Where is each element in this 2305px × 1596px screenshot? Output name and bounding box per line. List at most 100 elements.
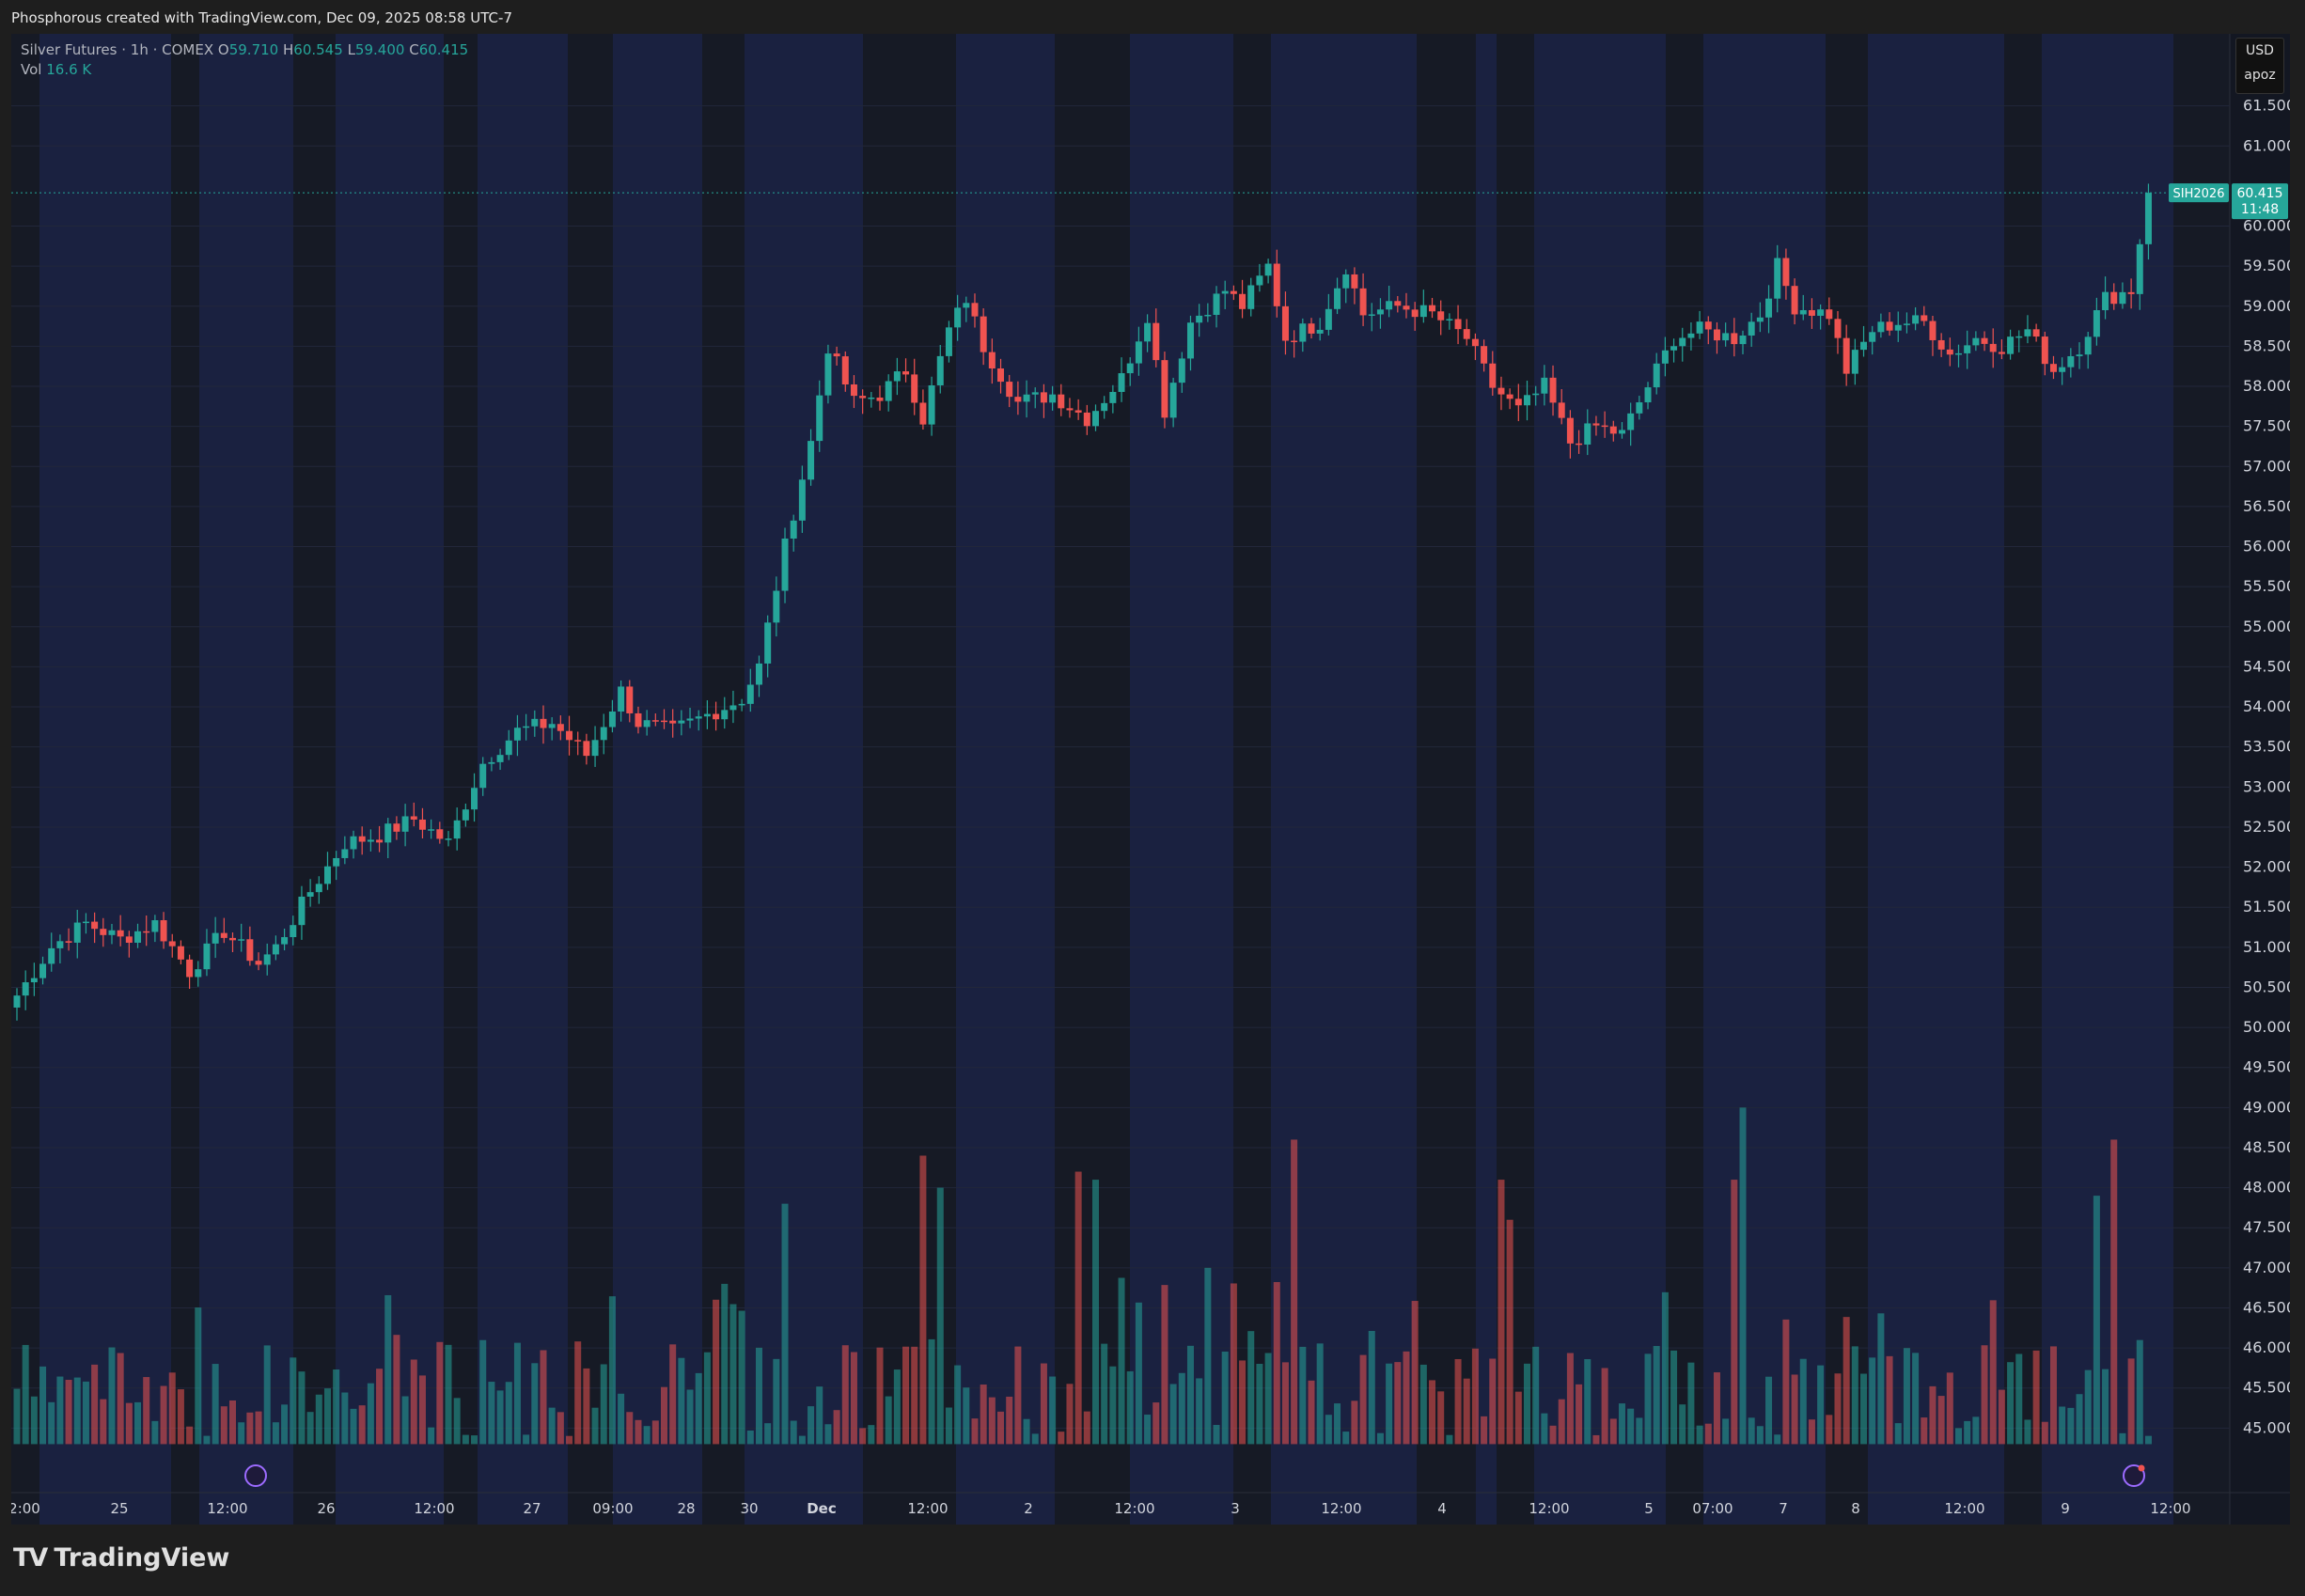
volume-bar <box>678 1357 685 1445</box>
candle <box>746 684 754 704</box>
y-tick-label: 50.500 <box>2243 978 2290 995</box>
volume-bar <box>695 1372 702 1445</box>
volume-bar <box>2024 1419 2031 1445</box>
volume-bar <box>263 1345 271 1445</box>
x-tick-label: 12:00 <box>1944 1500 1984 1517</box>
y-tick-label: 48.000 <box>2243 1179 2290 1197</box>
candle <box>1609 426 1617 434</box>
candle <box>798 479 806 521</box>
close-value: 60.415 <box>418 41 469 58</box>
volume-bar <box>1989 1300 1997 1445</box>
volume-bar <box>1454 1358 1462 1445</box>
volume-bar <box>1118 1277 1125 1445</box>
candle <box>1066 408 1074 411</box>
volume-bar <box>48 1401 55 1445</box>
volume-bar <box>1359 1354 1367 1445</box>
candle <box>1256 275 1263 286</box>
candle <box>1592 423 1600 426</box>
x-tick-label: 2:00 <box>11 1500 40 1517</box>
volume-label[interactable]: Vol <box>21 61 42 78</box>
candle <box>1514 399 1522 406</box>
candle <box>488 761 495 764</box>
volume-bar <box>315 1394 322 1445</box>
chart-area[interactable]: 61.500 61.000 60.000 59.500 59.000 58.500 58.0… <box>11 34 2290 1525</box>
volume-bar <box>91 1364 99 1445</box>
candle <box>100 929 107 935</box>
candle <box>1860 341 1868 351</box>
volume-bar <box>1576 1384 1583 1445</box>
candle <box>1299 323 1307 342</box>
volume-bar <box>703 1352 711 1445</box>
volume-bar <box>13 1388 21 1445</box>
candle <box>574 740 582 742</box>
candle <box>980 316 987 352</box>
volume-bar <box>436 1341 444 1445</box>
candle <box>557 724 564 731</box>
price-chart[interactable]: 61.500 61.000 60.000 59.500 59.000 58.500 58.0… <box>11 34 2290 1525</box>
candle <box>384 823 392 843</box>
event-marker-icon[interactable] <box>244 1464 267 1487</box>
volume-bar <box>1489 1358 1497 1445</box>
candle <box>643 720 651 728</box>
y-tick-label: 51.000 <box>2243 938 2290 956</box>
volume-bar <box>82 1381 89 1445</box>
volume-bar <box>713 1299 720 1445</box>
volume-bar <box>798 1435 806 1445</box>
candle <box>1394 301 1402 306</box>
candle <box>151 920 159 932</box>
x-tick-label: 25 <box>110 1500 128 1517</box>
candle <box>591 740 599 757</box>
event-marker-icon[interactable] <box>2123 1464 2145 1487</box>
session-band <box>745 34 863 1525</box>
volume-bar <box>618 1393 625 1445</box>
low-label: L <box>347 41 355 58</box>
candle <box>246 939 254 962</box>
session-band <box>1130 34 1233 1525</box>
candle <box>1937 339 1945 350</box>
y-tick-label: 50.000 <box>2243 1018 2290 1036</box>
y-tick-label: 61.000 <box>2243 136 2290 154</box>
candle <box>2007 336 2015 354</box>
candle <box>1748 321 1755 336</box>
x-tick-label: 09:00 <box>592 1500 633 1517</box>
currency-unit-selector[interactable]: USD apoz <box>2235 38 2284 94</box>
session-band <box>1417 34 1476 1525</box>
candle <box>859 396 867 399</box>
candle <box>1851 350 1858 374</box>
volume-bar <box>1376 1432 1384 1445</box>
volume-bar <box>954 1365 962 1445</box>
y-tick-label: 53.000 <box>2243 777 2290 795</box>
candle <box>1291 340 1298 343</box>
chart-legend: Silver Futures · 1h · COMEX O59.710 H60.… <box>21 40 468 80</box>
volume-bar <box>1230 1283 1237 1445</box>
candle <box>2127 291 2135 294</box>
candle <box>1376 309 1384 315</box>
x-tick-label: Dec <box>807 1500 837 1517</box>
x-tick-label: 8 <box>1851 1500 1860 1517</box>
symbol-label[interactable]: Silver Futures · 1h · COMEX <box>21 41 214 58</box>
volume-bar <box>290 1357 297 1445</box>
volume-bar <box>56 1376 64 1445</box>
candle <box>1808 309 1815 316</box>
tradingview-logo[interactable]: TV TradingView <box>13 1543 229 1573</box>
volume-bar <box>600 1364 607 1445</box>
volume-bar <box>100 1399 107 1445</box>
candle <box>721 710 729 720</box>
volume-bar <box>729 1304 737 1445</box>
candle <box>350 836 357 850</box>
x-tick-label: 12:00 <box>1529 1500 1569 1517</box>
volume-bar <box>1532 1346 1540 1445</box>
candle <box>376 839 384 843</box>
y-tick-label: 59.500 <box>2243 257 2290 274</box>
candle <box>513 728 521 741</box>
volume-bar <box>1946 1372 1953 1445</box>
volume-bar <box>108 1347 116 1445</box>
candle <box>548 724 556 728</box>
candle <box>1921 315 1928 321</box>
candle <box>1601 425 1608 428</box>
candle <box>428 829 435 831</box>
volume-bar <box>2059 1406 2066 1445</box>
volume-bar <box>1308 1380 1315 1445</box>
y-tick-label: 49.000 <box>2243 1098 2290 1116</box>
volume-bar <box>686 1389 694 1445</box>
